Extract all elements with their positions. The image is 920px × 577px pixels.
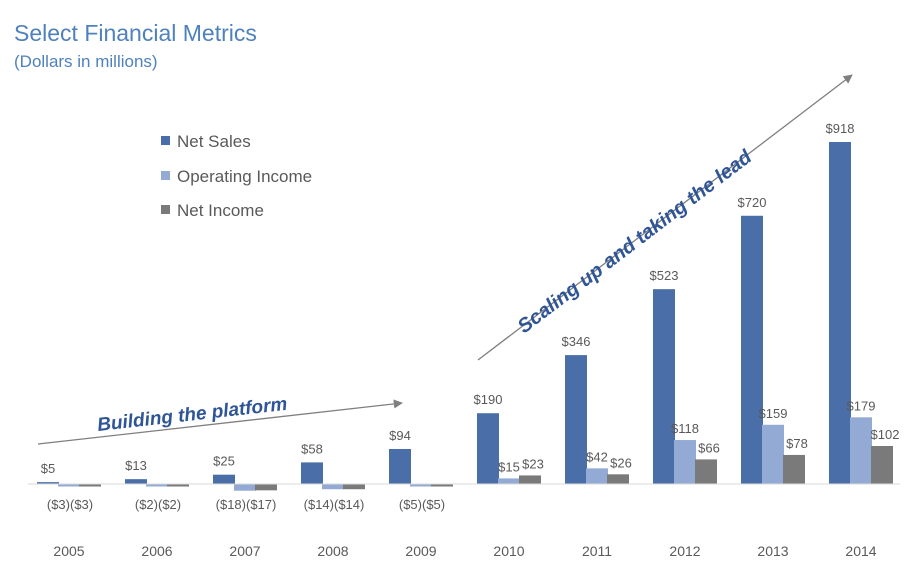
bar-0-2009 bbox=[389, 448, 411, 484]
bar-2-2008 bbox=[343, 484, 365, 490]
x-tick-2006: 2006 bbox=[141, 543, 172, 559]
x-tick-2005: 2005 bbox=[53, 543, 84, 559]
label-op-income-2010: $15 bbox=[498, 459, 520, 474]
legend-label-0: Net Sales bbox=[177, 132, 251, 151]
label-net-income-2013: $78 bbox=[786, 436, 808, 451]
bar-0-2005 bbox=[37, 482, 59, 484]
label-op-income-2005: ($3) bbox=[47, 497, 70, 512]
bar-1-2007 bbox=[234, 484, 256, 491]
label-net-income-2010: $23 bbox=[522, 456, 544, 471]
building-annotation: Building the platform bbox=[96, 394, 288, 436]
bar-0-2014 bbox=[829, 142, 851, 484]
bar-0-2012 bbox=[653, 289, 675, 484]
label-op-income-2013: $159 bbox=[759, 406, 788, 421]
bar-2-2006 bbox=[167, 484, 189, 487]
label-op-income-2008: ($14) bbox=[304, 497, 334, 512]
label-net-sales-2010: $190 bbox=[474, 392, 503, 407]
bar-1-2014 bbox=[850, 417, 872, 484]
bar-2-2013 bbox=[783, 454, 805, 484]
bar-2-2009 bbox=[431, 484, 453, 487]
legend-label-2: Net Income bbox=[177, 201, 264, 220]
bar-0-2010 bbox=[477, 413, 499, 484]
bar-1-2005 bbox=[58, 484, 80, 487]
label-op-income-2007: ($18) bbox=[216, 497, 246, 512]
legend-label-1: Operating Income bbox=[177, 167, 312, 186]
label-net-sales-2013: $720 bbox=[738, 195, 767, 210]
label-net-income-2009: ($5) bbox=[422, 497, 445, 512]
label-op-income-2006: ($2) bbox=[135, 497, 158, 512]
bar-1-2013 bbox=[762, 424, 784, 484]
legend: Net Sales Operating Income Net Income bbox=[161, 132, 312, 220]
x-tick-2014: 2014 bbox=[845, 543, 876, 559]
label-net-sales-2014: $918 bbox=[826, 121, 855, 136]
bar-2-2011 bbox=[607, 474, 629, 484]
bar-1-2009 bbox=[410, 484, 432, 487]
bar-0-2007 bbox=[213, 474, 235, 484]
label-net-sales-2005: $5 bbox=[41, 461, 55, 476]
label-op-income-2009: ($5) bbox=[399, 497, 422, 512]
scaling-annotation: Scaling up and taking the lead bbox=[514, 146, 757, 338]
label-op-income-2011: $42 bbox=[586, 449, 608, 464]
building-arrow bbox=[37, 399, 403, 445]
label-op-income-2012: $118 bbox=[671, 421, 699, 436]
bar-0-2011 bbox=[565, 355, 587, 484]
bar-1-2012 bbox=[674, 440, 696, 484]
label-net-sales-2006: $13 bbox=[125, 458, 147, 473]
label-net-sales-2009: $94 bbox=[389, 428, 411, 443]
scaling-arrow bbox=[477, 74, 853, 361]
label-net-income-2014: $102 bbox=[871, 427, 900, 442]
chart-subtitle: (Dollars in millions) bbox=[14, 52, 158, 71]
legend-swatch-2 bbox=[161, 205, 170, 214]
bar-0-2008 bbox=[301, 462, 323, 484]
data-labels-group: $5 ($3) ($3) $13 ($2) ($2) $25 ($18) ($17) $58 ($1… bbox=[41, 121, 900, 512]
x-tick-2008: 2008 bbox=[317, 543, 348, 559]
chart-title: Select Financial Metrics bbox=[14, 20, 257, 46]
label-net-income-2007: ($17) bbox=[246, 497, 276, 512]
x-tick-2011: 2011 bbox=[582, 543, 612, 559]
bar-2-2010 bbox=[519, 475, 541, 484]
label-net-income-2005: ($3) bbox=[70, 497, 93, 512]
x-tick-labels: 2005 2006 2007 2008 2009 2010 2011 2012 2013 2014 bbox=[53, 543, 876, 559]
bar-0-2006 bbox=[125, 479, 147, 484]
legend-swatch-0 bbox=[161, 136, 170, 145]
label-net-sales-2007: $25 bbox=[213, 454, 235, 469]
bar-2-2012 bbox=[695, 459, 717, 484]
x-tick-2009: 2009 bbox=[405, 543, 436, 559]
x-tick-2013: 2013 bbox=[757, 543, 788, 559]
label-net-income-2008: ($14) bbox=[334, 497, 364, 512]
bar-2-2014 bbox=[871, 446, 893, 484]
x-tick-2012: 2012 bbox=[669, 543, 700, 559]
bar-1-2006 bbox=[146, 484, 168, 487]
bar-1-2011 bbox=[586, 468, 608, 484]
x-tick-2010: 2010 bbox=[493, 543, 524, 559]
bar-2-2005 bbox=[79, 484, 101, 487]
bars-group bbox=[37, 142, 893, 491]
label-net-sales-2008: $58 bbox=[301, 441, 323, 456]
bar-0-2013 bbox=[741, 215, 763, 484]
bar-2-2007 bbox=[255, 484, 277, 491]
label-net-sales-2012: $523 bbox=[650, 268, 679, 283]
label-op-income-2014: $179 bbox=[847, 398, 876, 413]
label-net-sales-2011: $346 bbox=[562, 334, 591, 349]
bar-1-2010 bbox=[498, 478, 520, 484]
label-net-income-2006: ($2) bbox=[158, 497, 181, 512]
legend-swatch-1 bbox=[161, 171, 170, 180]
label-net-income-2011: $26 bbox=[610, 455, 632, 470]
x-tick-2007: 2007 bbox=[229, 543, 260, 559]
bar-1-2008 bbox=[322, 484, 344, 490]
label-net-income-2012: $66 bbox=[698, 440, 720, 455]
